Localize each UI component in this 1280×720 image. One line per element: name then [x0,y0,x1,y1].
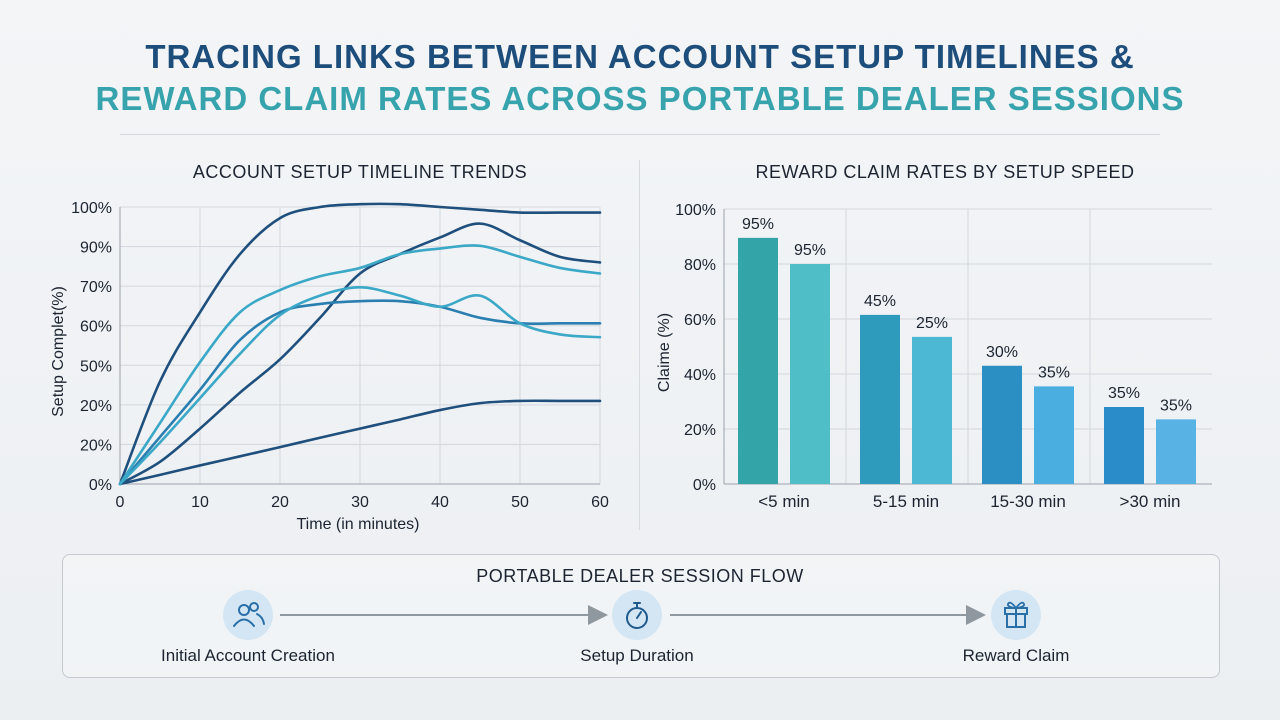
bar-data-label: 35% [1160,397,1192,414]
line-chart: 0% 20% 20% 50% 60% 70% 90% 100% 0 10 20 30 40 50 60 Tim… [50,200,609,533]
line-series-5 [118,286,602,486]
title-line-1: TRACING LINKS BETWEEN ACCOUNT SETUP TIME… [145,38,1135,75]
line-chart-y-tick: 60% [80,319,112,336]
line-chart-y-tick: 50% [80,358,112,375]
bar-chart-category-label: <5 min [758,492,810,511]
bar-1-1 [738,237,778,484]
bar-4-1 [1104,407,1144,484]
line-chart-x-tick: 60 [591,494,609,511]
line-series-6 [118,244,602,486]
bar-chart-y-tick: 80% [684,257,716,274]
bar-data-label: 35% [1108,385,1140,402]
bar-data-label: 45% [864,293,896,310]
line-series-3 [118,222,602,486]
bar-chart-y-tick: 20% [684,422,716,439]
bar-2-1 [860,314,900,484]
bar-chart-y-tick: 40% [684,367,716,384]
line-chart-y-tick: 20% [80,437,112,454]
line-chart-y-label: Setup Complet(%) [50,286,67,417]
line-chart-y-tick: 0% [89,477,112,494]
line-chart-x-label: Time (in minutes) [297,516,420,533]
bar-data-label: 35% [1038,364,1070,381]
line-series-1 [118,399,602,486]
line-series-2 [118,202,602,486]
line-chart-x-tick: 50 [511,494,529,511]
title-line-2: REWARD CLAIM RATES ACROSS PORTABLE DEALE… [95,80,1185,117]
title-divider [120,134,1160,135]
bar-3-2 [1034,386,1074,484]
line-chart-x-tick: 20 [271,494,289,511]
line-chart-x-tick: 40 [431,494,449,511]
bar-chart-title: REWARD CLAIM RATES BY SETUP SPEED [755,162,1135,182]
page-title: TRACING LINKS BETWEEN ACCOUNT SETUP TIME… [0,36,1280,120]
bar-chart-category-label: 5-15 min [873,492,939,511]
line-chart-x-tick: 30 [351,494,369,511]
flow-title: PORTABLE DEALER SESSION FLOW [476,566,804,586]
flow-step-setup-duration: Setup Duration [580,646,694,665]
flow-step-initial-account-creation: Initial Account Creation [161,646,335,665]
bar-chart-y-tick: 0% [693,477,716,494]
bar-data-label: 30% [986,344,1018,361]
bar-data-label: 95% [794,242,826,259]
line-chart-y-tick: 90% [80,240,112,257]
bar-2-2 [912,336,952,484]
bar-chart-category-label: 15-30 min [990,492,1066,511]
line-chart-x-tick: 0 [116,494,125,511]
bar-data-label: 25% [916,315,948,332]
bar-4-2 [1156,419,1196,484]
bar-chart-y-tick: 100% [675,202,716,219]
bar-3-1 [982,365,1022,484]
chart-divider [639,160,640,530]
bar-chart-y-label: Claime (%) [656,313,673,392]
bar-chart-category-label: >30 min [1120,492,1181,511]
line-chart-x-tick: 10 [191,494,209,511]
line-chart-title: ACCOUNT SETUP TIMELINE TRENDS [192,162,528,182]
line-chart-y-tick: 100% [71,200,112,217]
line-chart-y-tick: 20% [80,398,112,415]
bar-1-2 [790,264,830,484]
line-chart-y-tick: 70% [80,279,112,296]
bar-data-label: 95% [742,216,774,233]
bar-chart-y-tick: 60% [684,312,716,329]
flow-step-reward-claim: Reward Claim [962,646,1070,665]
bar-chart: 0% 20% 40% 60% 80% 100% Claime (%) 95% 95% <5 min… [656,202,1212,511]
